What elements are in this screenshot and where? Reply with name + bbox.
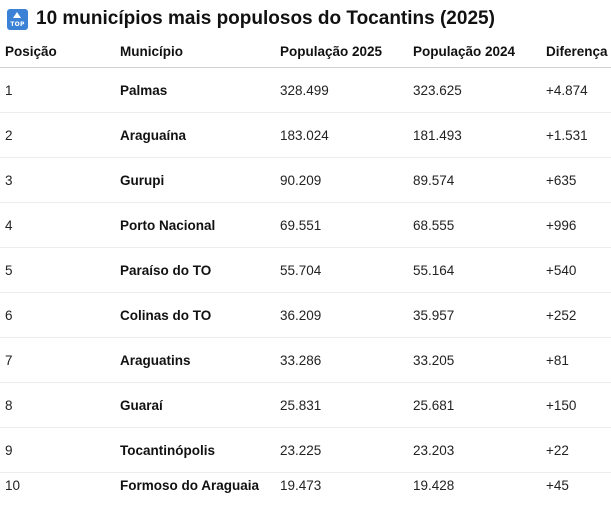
difference-cell: +1.531 — [541, 112, 611, 158]
pop-2025-cell: 55.704 — [275, 247, 408, 293]
table-row: 3 Gurupi 90.209 89.574 +635 — [0, 157, 611, 203]
difference-cell: +81 — [541, 337, 611, 383]
table-row: 1 Palmas 328.499 323.625 +4.874 — [0, 67, 611, 113]
municipio-cell: Formoso do Araguaia — [120, 478, 260, 493]
header-diferenca: Diferença — [541, 36, 611, 68]
position-cell: 1 — [0, 67, 115, 113]
title-row: TOP 10 municípios mais populosos do Toca… — [7, 6, 495, 32]
municipio-cell: Guaraí — [115, 382, 275, 428]
up-arrow-icon — [13, 11, 21, 18]
pop-2024-cell: 33.205 — [408, 337, 541, 383]
header-posicao: Posição — [0, 36, 115, 68]
pop-2024-cell: 181.493 — [408, 112, 541, 158]
pop-2025-cell: 19.473 — [280, 478, 322, 493]
pop-2025-cell: 328.499 — [275, 67, 408, 113]
pop-2024-cell: 25.681 — [408, 382, 541, 428]
position-cell: 3 — [0, 157, 115, 203]
pop-2025-cell: 36.209 — [275, 292, 408, 338]
difference-cell: +22 — [541, 427, 611, 473]
pop-2024-cell: 323.625 — [408, 67, 541, 113]
table-row: 7 Araguatins 33.286 33.205 +81 — [0, 337, 611, 383]
position-cell: 4 — [0, 202, 115, 248]
difference-cell: +635 — [541, 157, 611, 203]
table-row: 6 Colinas do TO 36.209 35.957 +252 — [0, 292, 611, 338]
pop-2025-cell: 69.551 — [275, 202, 408, 248]
table-header-row: Posição Município População 2025 Populaç… — [0, 36, 611, 68]
difference-cell: +252 — [541, 292, 611, 338]
municipio-cell: Tocantinópolis — [115, 427, 275, 473]
municipio-cell: Colinas do TO — [115, 292, 275, 338]
table-row: 10 Formoso do Araguaia 19.473 19.428 +45 — [0, 473, 611, 516]
position-cell: 7 — [0, 337, 115, 383]
pop-2024-cell: 68.555 — [408, 202, 541, 248]
municipio-cell: Porto Nacional — [115, 202, 275, 248]
pop-2025-cell: 90.209 — [275, 157, 408, 203]
header-populacao-2025: População 2025 — [275, 36, 408, 68]
population-table: Posição Município População 2025 Populaç… — [0, 36, 611, 515]
header-municipio: Município — [115, 36, 275, 68]
header-populacao-2024: População 2024 — [408, 36, 541, 68]
table-row: 8 Guaraí 25.831 25.681 +150 — [0, 382, 611, 428]
top-icon-label: TOP — [10, 20, 25, 28]
top-icon: TOP — [7, 8, 28, 30]
position-cell: 10 — [5, 478, 21, 493]
position-cell: 5 — [0, 247, 115, 293]
pop-2025-cell: 25.831 — [275, 382, 408, 428]
pop-2024-cell: 35.957 — [408, 292, 541, 338]
table-row: 4 Porto Nacional 69.551 68.555 +996 — [0, 202, 611, 248]
difference-cell: +996 — [541, 202, 611, 248]
municipio-cell: Gurupi — [115, 157, 275, 203]
table-row: 5 Paraíso do TO 55.704 55.164 +540 — [0, 247, 611, 293]
pop-2024-cell: 89.574 — [408, 157, 541, 203]
pop-2024-cell: 55.164 — [408, 247, 541, 293]
pop-2025-cell: 23.225 — [275, 427, 408, 473]
table-row: 2 Araguaína 183.024 181.493 +1.531 — [0, 112, 611, 158]
position-cell: 6 — [0, 292, 115, 338]
pop-2024-cell: 23.203 — [408, 427, 541, 473]
pop-2024-cell: 19.428 — [413, 478, 455, 493]
position-cell: 2 — [0, 112, 115, 158]
difference-cell: +150 — [541, 382, 611, 428]
municipio-cell: Araguatins — [115, 337, 275, 383]
pop-2025-cell: 33.286 — [275, 337, 408, 383]
municipio-cell: Palmas — [115, 67, 275, 113]
difference-cell: +45 — [546, 478, 569, 493]
municipio-cell: Paraíso do TO — [115, 247, 275, 293]
position-cell: 9 — [0, 427, 115, 473]
page-title: 10 municípios mais populosos do Tocantin… — [36, 8, 495, 29]
difference-cell: +4.874 — [541, 67, 611, 113]
position-cell: 8 — [0, 382, 115, 428]
difference-cell: +540 — [541, 247, 611, 293]
table-row: 9 Tocantinópolis 23.225 23.203 +22 — [0, 427, 611, 473]
municipio-cell: Araguaína — [115, 112, 275, 158]
pop-2025-cell: 183.024 — [275, 112, 408, 158]
